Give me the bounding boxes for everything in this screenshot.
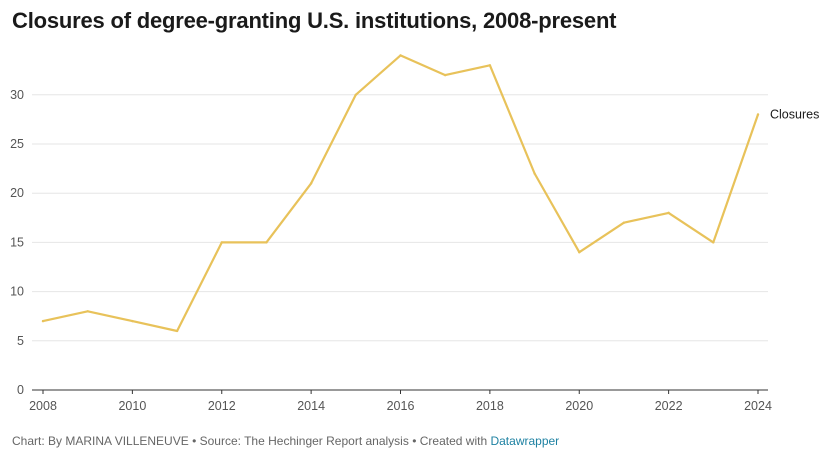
data-point bbox=[533, 172, 536, 175]
data-point bbox=[220, 241, 223, 244]
data-point bbox=[309, 182, 313, 185]
footer-credits: Chart: By MARINA VILLENEUVE • Source: Th… bbox=[12, 434, 559, 448]
footer-created: Created with bbox=[419, 434, 488, 448]
gridlines bbox=[32, 94, 768, 391]
footer-separator: • bbox=[412, 434, 417, 448]
chart-title: Closures of degree-granting U.S. institu… bbox=[12, 8, 617, 33]
footer-credit: Chart: By MARINA VILLENEUVE bbox=[12, 434, 189, 448]
x-tick-label: 2014 bbox=[297, 399, 325, 413]
y-axis-ticks: 0 5 10 15 20 25 30 bbox=[10, 88, 24, 397]
data-point bbox=[578, 251, 581, 254]
data-point bbox=[667, 211, 670, 215]
y-tick-label: 0 bbox=[17, 383, 24, 397]
x-tick-label: 2022 bbox=[655, 399, 683, 413]
footer-separator: • bbox=[192, 434, 197, 448]
datawrapper-link[interactable]: Datawrapper bbox=[490, 434, 560, 448]
data-point bbox=[712, 241, 715, 244]
x-tick-label: 2018 bbox=[476, 399, 504, 413]
data-point bbox=[756, 113, 760, 116]
x-tick-label: 2008 bbox=[29, 399, 57, 413]
series-label-closures: Closures bbox=[770, 107, 819, 121]
data-point bbox=[175, 329, 179, 333]
y-tick-label: 20 bbox=[10, 186, 24, 200]
data-point bbox=[443, 73, 447, 77]
y-tick-label: 15 bbox=[10, 235, 24, 249]
data-point bbox=[86, 310, 89, 313]
data-point bbox=[399, 54, 402, 57]
data-point bbox=[622, 221, 626, 224]
footer-source: Source: The Hechinger Report analysis bbox=[199, 434, 409, 448]
data-point bbox=[488, 64, 492, 67]
x-tick-label: 2016 bbox=[387, 399, 415, 413]
x-axis-ticks: 2008 2010 2012 2014 2016 2018 2020 2022 2024 bbox=[29, 390, 772, 413]
data-point bbox=[354, 93, 358, 97]
series-group: Closures bbox=[41, 54, 819, 333]
y-tick-label: 10 bbox=[10, 285, 24, 299]
x-tick-label: 2020 bbox=[565, 399, 593, 413]
data-point bbox=[131, 319, 134, 323]
x-tick-label: 2010 bbox=[118, 399, 146, 413]
data-point bbox=[265, 241, 268, 244]
data-point bbox=[41, 319, 45, 323]
x-tick-label: 2012 bbox=[208, 399, 236, 413]
y-tick-label: 5 bbox=[17, 334, 24, 348]
x-tick-label: 2024 bbox=[744, 399, 772, 413]
y-tick-label: 30 bbox=[10, 88, 24, 102]
y-tick-label: 25 bbox=[10, 137, 24, 151]
